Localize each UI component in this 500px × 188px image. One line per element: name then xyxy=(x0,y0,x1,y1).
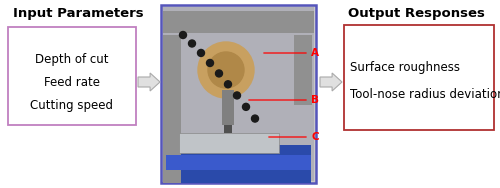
Bar xyxy=(163,7,314,181)
Circle shape xyxy=(224,81,232,88)
Text: Input Parameters: Input Parameters xyxy=(12,8,143,20)
Text: Cutting speed: Cutting speed xyxy=(30,99,114,112)
Circle shape xyxy=(242,103,250,110)
Text: Output Responses: Output Responses xyxy=(348,8,484,20)
Bar xyxy=(8,27,136,125)
Bar xyxy=(166,145,311,183)
Circle shape xyxy=(216,70,222,77)
Text: Tool-nose radius deviation: Tool-nose radius deviation xyxy=(350,89,500,102)
Circle shape xyxy=(198,49,204,56)
Bar xyxy=(179,133,279,153)
Circle shape xyxy=(198,42,254,98)
Bar xyxy=(222,90,234,125)
Text: Feed rate: Feed rate xyxy=(44,77,100,89)
Circle shape xyxy=(180,32,186,39)
Polygon shape xyxy=(320,73,342,91)
Text: B: B xyxy=(311,95,319,105)
Circle shape xyxy=(252,115,258,122)
Bar xyxy=(163,11,314,33)
Bar xyxy=(166,155,311,170)
Bar xyxy=(161,5,316,183)
Text: C: C xyxy=(311,132,318,142)
Circle shape xyxy=(206,59,214,67)
Bar xyxy=(224,125,232,133)
Bar xyxy=(163,35,181,183)
Circle shape xyxy=(188,40,196,47)
Text: A: A xyxy=(311,48,319,58)
Circle shape xyxy=(234,92,240,99)
Polygon shape xyxy=(138,73,160,91)
Circle shape xyxy=(208,52,244,88)
Bar xyxy=(294,35,312,105)
Text: Depth of cut: Depth of cut xyxy=(35,54,109,67)
Bar xyxy=(344,25,494,130)
Text: Surface roughness: Surface roughness xyxy=(350,61,460,74)
